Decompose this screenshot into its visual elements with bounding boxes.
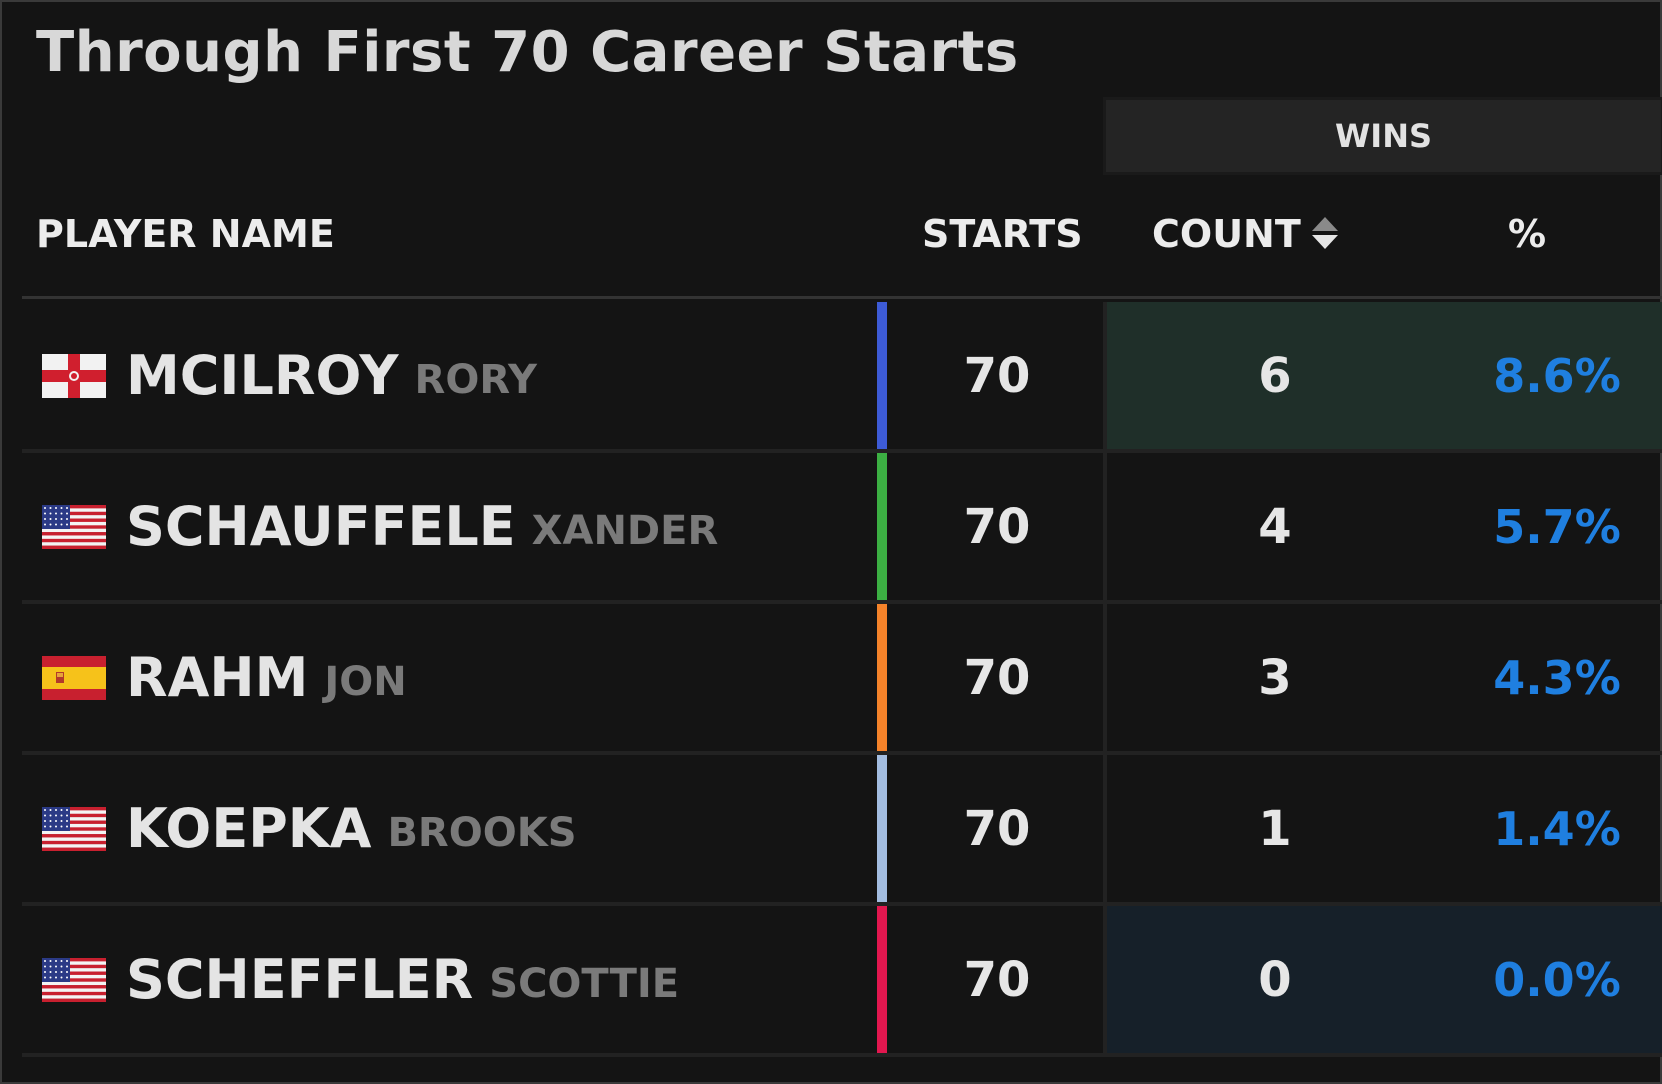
wins-cell: 4 5.7% — [1103, 453, 1662, 600]
starts-cell: 70 — [963, 951, 1031, 1008]
wins-percent-cell: 1.4% — [1493, 801, 1621, 856]
column-header-count-label: COUNT — [1152, 212, 1301, 256]
player-color-bar — [877, 755, 887, 902]
player-last-name: KOEPKA — [126, 797, 372, 860]
column-header-count[interactable]: COUNT — [1152, 212, 1339, 256]
player-color-bar — [877, 604, 887, 751]
wins-count-cell: 4 — [1258, 498, 1292, 555]
wins-cell: 0 0.0% — [1103, 906, 1662, 1053]
starts-cell: 70 — [963, 347, 1031, 404]
column-header-player-name[interactable]: PLAYER NAME — [36, 212, 335, 256]
wins-cell: 3 4.3% — [1103, 604, 1662, 751]
table-body: MCILROY RORY 70 6 8.6% SCHAUFFELE XANDER 70 4 5.7… — [22, 302, 1662, 1057]
wins-count-cell: 3 — [1258, 649, 1292, 706]
player-first-name: XANDER — [531, 507, 719, 554]
player-color-bar — [877, 453, 887, 600]
table-row[interactable]: SCHEFFLER SCOTTIE 70 0 0.0% — [22, 906, 1662, 1057]
usa-flag — [42, 806, 106, 851]
wins-percent-cell: 4.3% — [1493, 650, 1621, 705]
player-name-cell[interactable]: SCHAUFFELE XANDER — [22, 453, 877, 600]
usa-flag — [42, 957, 106, 1002]
player-last-name: SCHEFFLER — [126, 948, 474, 1011]
sort-icon[interactable] — [1311, 214, 1339, 254]
player-color-bar — [877, 302, 887, 449]
header-divider — [22, 296, 1662, 299]
wins-count-cell: 6 — [1258, 347, 1292, 404]
northern-ireland-flag — [42, 353, 106, 398]
table-row[interactable]: KOEPKA BROOKS 70 1 1.4% — [22, 755, 1662, 906]
wins-percent-cell: 8.6% — [1493, 348, 1621, 403]
player-last-name: SCHAUFFELE — [126, 495, 516, 558]
player-first-name: BROOKS — [387, 809, 577, 856]
wins-percent-cell: 0.0% — [1493, 952, 1621, 1007]
wins-cell: 1 1.4% — [1103, 755, 1662, 902]
player-first-name: SCOTTIE — [489, 960, 680, 1007]
wins-percent-cell: 5.7% — [1493, 499, 1621, 554]
player-name-cell[interactable]: SCHEFFLER SCOTTIE — [22, 906, 877, 1053]
player-first-name: JON — [324, 658, 407, 705]
starts-cell: 70 — [963, 498, 1031, 555]
player-color-bar — [877, 906, 887, 1053]
column-header-percent[interactable]: % — [1508, 212, 1547, 256]
table-row[interactable]: RAHM JON 70 3 4.3% — [22, 604, 1662, 755]
wins-count-cell: 1 — [1258, 800, 1292, 857]
wins-cell: 6 8.6% — [1103, 302, 1662, 449]
table-row[interactable]: MCILROY RORY 70 6 8.6% — [22, 302, 1662, 453]
usa-flag — [42, 504, 106, 549]
player-name-cell[interactable]: KOEPKA BROOKS — [22, 755, 877, 902]
player-last-name: MCILROY — [126, 344, 399, 407]
table-title: Through First 70 Career Starts — [36, 20, 1019, 85]
starts-cell: 70 — [963, 649, 1031, 706]
table-row[interactable]: SCHAUFFELE XANDER 70 4 5.7% — [22, 453, 1662, 604]
wins-count-cell: 0 — [1258, 951, 1292, 1008]
player-last-name: RAHM — [126, 646, 309, 709]
player-first-name: RORY — [414, 356, 537, 403]
player-name-cell[interactable]: RAHM JON — [22, 604, 877, 751]
player-name-cell[interactable]: MCILROY RORY — [22, 302, 877, 449]
column-header-starts[interactable]: STARTS — [922, 212, 1083, 256]
wins-group-header: WINS — [1103, 97, 1662, 175]
starts-cell: 70 — [963, 800, 1031, 857]
spain-flag — [42, 655, 106, 700]
